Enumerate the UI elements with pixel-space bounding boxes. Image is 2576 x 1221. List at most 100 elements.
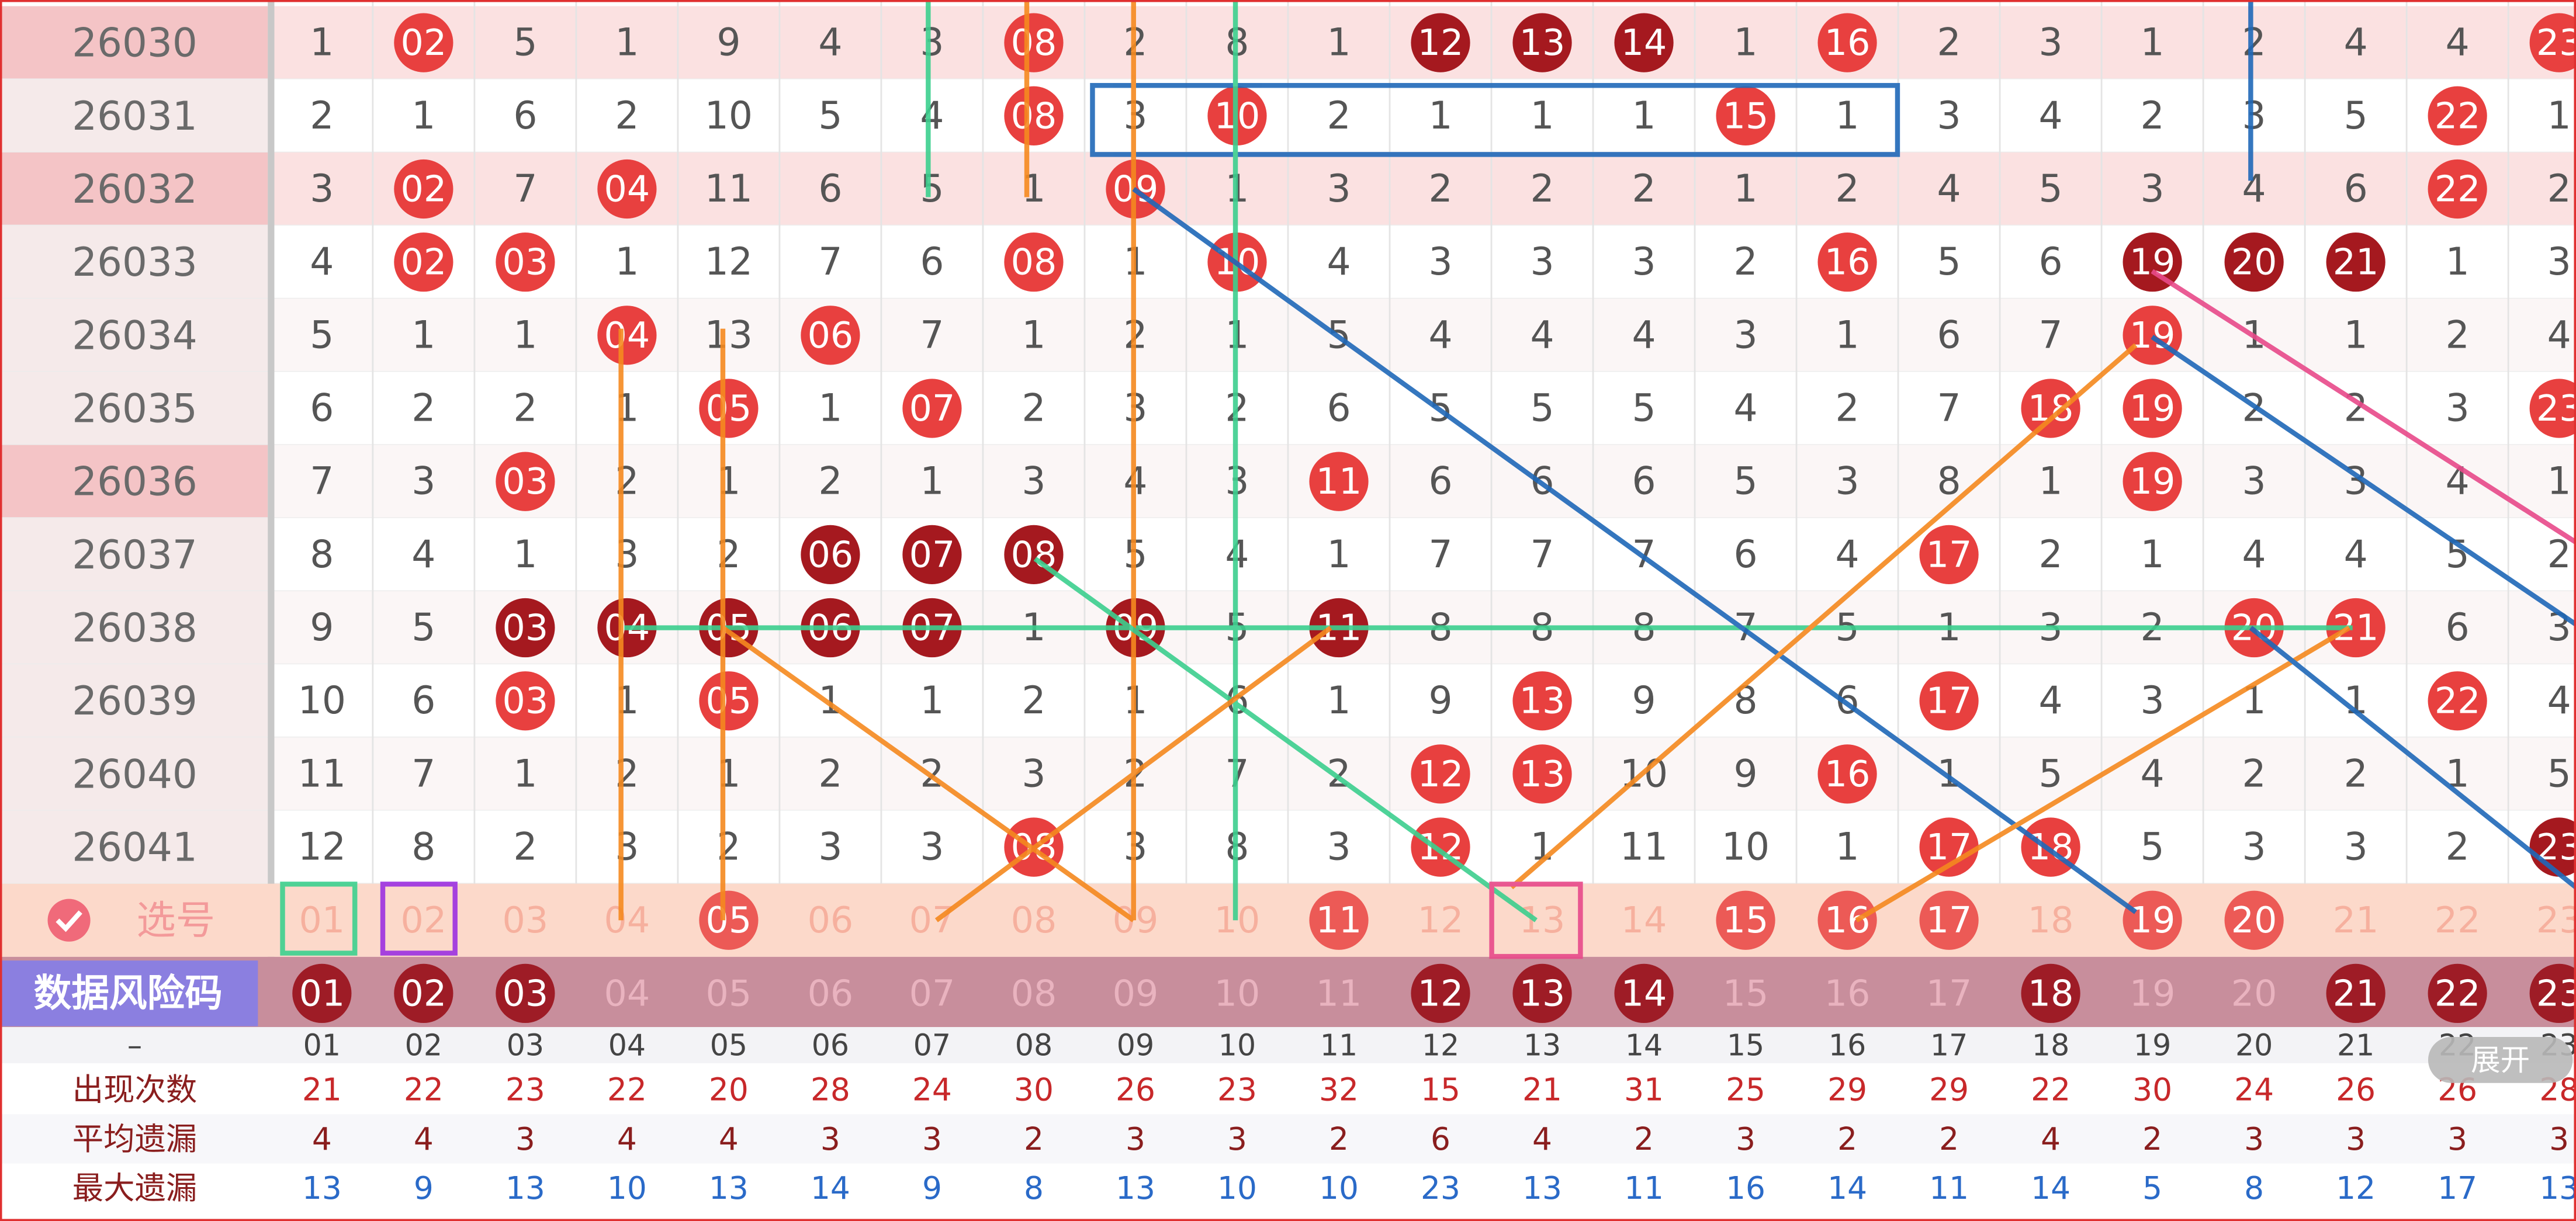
pick-number[interactable]: 22 [2435, 899, 2481, 941]
risk-ball [2326, 963, 2385, 1024]
hit-number: 08 [1011, 95, 1057, 137]
period-label: 26036 [72, 459, 198, 505]
period-label: 26030 [72, 20, 198, 66]
stats-value: 2 [1837, 1121, 1857, 1157]
pick-number[interactable]: 08 [1011, 899, 1057, 941]
miss-count: 1 [1836, 825, 1860, 869]
stats-value: 4 [1532, 1121, 1552, 1157]
miss-count: 6 [2446, 606, 2470, 650]
pick-ball[interactable] [2123, 890, 2182, 950]
stats-value: 23 [1217, 1071, 1257, 1108]
check-icon [47, 899, 91, 942]
miss-count: 1 [1836, 313, 1860, 357]
pick-number[interactable]: 04 [604, 899, 650, 941]
pick-number[interactable]: 03 [503, 899, 549, 941]
miss-count: 6 [513, 94, 537, 138]
pick-number[interactable]: 01 [299, 899, 345, 941]
miss-count: 4 [2242, 167, 2266, 211]
pick-number[interactable]: 06 [808, 899, 854, 941]
miss-count: 3 [1022, 460, 1045, 504]
stats-value: 10 [1217, 1170, 1257, 1206]
hit-number: 22 [2435, 95, 2481, 137]
hit-number: 17 [1926, 680, 1972, 722]
pick-ball[interactable] [699, 890, 759, 950]
miss-count: 3 [2344, 825, 2368, 869]
miss-count: 9 [310, 606, 334, 650]
hit-ball [2428, 159, 2487, 219]
pick-number[interactable]: 17 [1926, 899, 1972, 941]
risk-number: 21 [2333, 972, 2379, 1014]
pick-ball[interactable] [2224, 890, 2284, 950]
pick-number[interactable]: 20 [2231, 899, 2277, 941]
pick-number[interactable]: 16 [1824, 899, 1871, 941]
pick-number[interactable]: 23 [2536, 899, 2576, 941]
annotation-box [280, 882, 358, 956]
miss-count: 4 [1327, 240, 1351, 284]
stats-value: 2 [1939, 1121, 1959, 1157]
expand-button-label[interactable]: 展开 [2471, 1043, 2530, 1077]
pick-number[interactable]: 15 [1723, 899, 1769, 941]
pick-number[interactable]: 07 [909, 899, 955, 941]
miss-count: 2 [1530, 167, 1554, 211]
pick-ball[interactable] [1817, 890, 1877, 950]
stats-label: 出现次数 [72, 1071, 198, 1108]
annotation-box [1090, 83, 1900, 157]
miss-count: 3 [920, 825, 944, 869]
hit-ball [1512, 744, 1572, 804]
miss-count: 5 [818, 94, 842, 138]
miss-count: 12 [298, 825, 346, 869]
pick-number[interactable]: 11 [1316, 899, 1362, 941]
expand-button[interactable] [2428, 1036, 2573, 1083]
stats-value: 25 [1726, 1071, 1765, 1108]
pick-number[interactable]: 21 [2333, 899, 2379, 941]
hit-number: 21 [2333, 241, 2379, 283]
stats-header-background [0, 1027, 2576, 1063]
stats-value: 3 [922, 1121, 942, 1157]
stats-value: 4 [414, 1121, 434, 1157]
miss-count: 6 [310, 386, 334, 430]
miss-count: 3 [2547, 240, 2571, 284]
hit-number: 07 [909, 533, 955, 575]
hit-number: 14 [1621, 22, 1667, 64]
stats-value: 29 [1827, 1071, 1867, 1108]
stats-value: 22 [607, 1071, 647, 1108]
miss-count: 4 [2547, 679, 2571, 723]
pick-ball[interactable] [1716, 890, 1775, 950]
miss-count: 3 [2242, 460, 2266, 504]
stats-header: 20 [2235, 1028, 2273, 1063]
miss-count: 1 [2344, 313, 2368, 357]
pick-number[interactable]: 05 [706, 899, 752, 941]
pick-ball[interactable] [1309, 890, 1369, 950]
miss-count: 1 [920, 460, 944, 504]
miss-count: 8 [1937, 460, 1961, 504]
miss-count: 2 [716, 533, 740, 577]
miss-count: 3 [2141, 679, 2165, 723]
pick-number[interactable]: 12 [1418, 899, 1464, 941]
stats-header: – [127, 1028, 142, 1063]
pick-number[interactable]: 14 [1621, 899, 1667, 941]
miss-count: 3 [1937, 94, 1961, 138]
miss-count: 7 [1530, 533, 1554, 577]
pick-number[interactable]: 13 [1519, 899, 1566, 941]
stats-value: 32 [1319, 1071, 1359, 1108]
risk-number: 15 [1723, 972, 1769, 1014]
stats-value: 16 [1726, 1170, 1765, 1206]
annotation-line [2151, 335, 2576, 627]
stats-header: 04 [608, 1028, 646, 1063]
stats-value: 30 [2132, 1071, 2172, 1108]
pick-number[interactable]: 19 [2130, 899, 2176, 941]
risk-ball [2021, 963, 2080, 1024]
risk-number: 22 [2435, 972, 2481, 1014]
stats-header: 09 [1117, 1028, 1154, 1063]
miss-count: 1 [2141, 21, 2165, 65]
miss-count: 2 [716, 825, 740, 869]
hit-number: 16 [1824, 753, 1871, 795]
pick-ball[interactable] [1919, 890, 1979, 950]
miss-count: 5 [2547, 752, 2571, 796]
annotation-line [1132, 187, 2138, 914]
hit-ball [1004, 233, 1064, 292]
pick-number[interactable]: 02 [401, 899, 447, 941]
risk-ball [394, 963, 453, 1024]
pick-number[interactable]: 18 [2028, 899, 2074, 941]
risk-label-box [0, 960, 258, 1026]
